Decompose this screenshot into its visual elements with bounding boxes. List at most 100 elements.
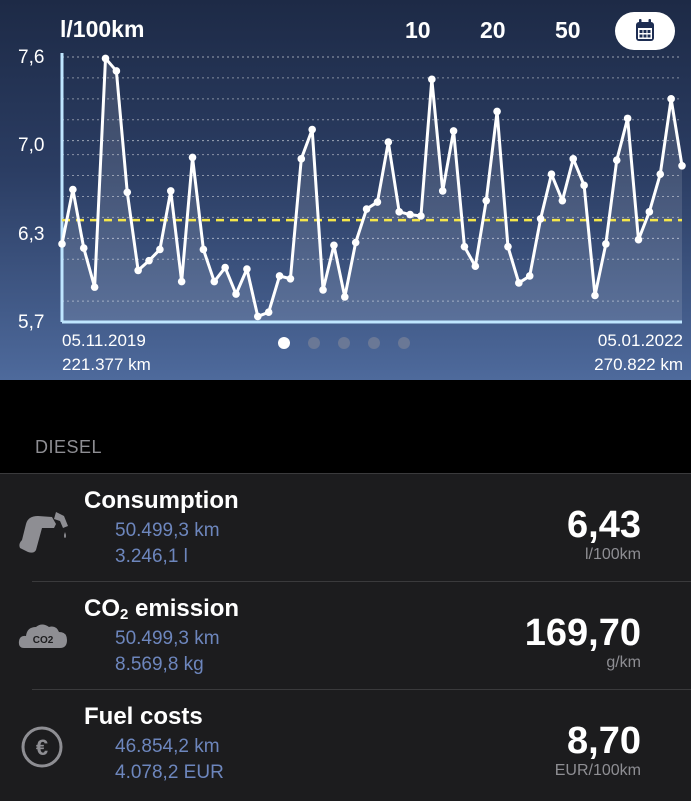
data-point (243, 265, 251, 273)
data-point (558, 196, 567, 205)
data-point (678, 161, 686, 170)
fuel-pump-icon (19, 512, 68, 553)
data-point (515, 279, 523, 287)
co2-title-main: CO (84, 595, 120, 622)
data-point (362, 205, 371, 213)
data-point (199, 245, 208, 254)
data-point (667, 95, 675, 103)
co2-title-rest: emission (128, 595, 240, 622)
co2-value: 169,70 (524, 612, 641, 654)
data-point (656, 170, 665, 178)
data-point (210, 277, 219, 286)
y-tick-label: 5,7 (18, 312, 45, 333)
data-point (188, 153, 197, 162)
fuel-costs-amount: 4.078,2 EUR (115, 762, 224, 783)
co2-unit: g/km (606, 654, 641, 671)
data-point (90, 283, 99, 291)
data-point (253, 312, 262, 321)
consumption-line-chart (58, 53, 686, 324)
fuel-costs-distance: 46.854,2 km (115, 736, 220, 757)
euro-icon: € (21, 726, 63, 768)
data-point (504, 242, 512, 251)
consumption-title: Consumption (84, 487, 239, 514)
data-point (232, 290, 240, 298)
co2-distance: 50.499,3 km (115, 628, 220, 649)
data-point (471, 262, 480, 271)
data-point (275, 272, 284, 280)
data-point (623, 114, 632, 123)
fuel-costs-title: Fuel costs (84, 703, 203, 730)
row-divider (32, 581, 691, 582)
data-point (79, 244, 88, 252)
data-point (438, 187, 447, 195)
data-point (166, 187, 175, 195)
page-dot[interactable] (398, 337, 410, 349)
series-line (60, 56, 684, 318)
end-date-label: 05.01.2022 (597, 331, 683, 350)
data-point (384, 138, 393, 146)
data-point (460, 242, 469, 251)
data-point (156, 245, 164, 254)
data-point (112, 67, 121, 75)
data-point (395, 208, 403, 216)
range-20-button[interactable]: 20 (480, 17, 506, 43)
data-point (330, 241, 338, 250)
fuel-costs-value: 8,70 (567, 720, 641, 762)
y-tick-label: 7,6 (18, 47, 45, 68)
start-km-label: 221.377 km (62, 355, 151, 374)
calendar-icon (636, 19, 654, 41)
page-dot[interactable] (338, 337, 350, 349)
consumption-volume: 3.246,1 l (115, 546, 188, 567)
data-point (145, 256, 153, 265)
end-km-label: 270.822 km (594, 355, 683, 374)
start-date-label: 05.11.2019 (62, 331, 146, 350)
data-point (428, 75, 436, 84)
data-point (569, 155, 578, 163)
co2-title: CO2 emission (84, 595, 239, 623)
data-point (406, 210, 414, 219)
range-50-button[interactable]: 50 (555, 17, 581, 43)
data-point (297, 155, 306, 163)
co2-mass: 8.569,8 kg (115, 654, 204, 675)
section-header-diesel: DIESEL (35, 437, 103, 457)
data-point (602, 240, 610, 248)
data-point (449, 127, 458, 135)
data-point (134, 266, 142, 275)
co2-cloud-icon: CO2 (18, 624, 67, 648)
euro-icon-text: € (36, 735, 48, 760)
data-point (612, 156, 621, 165)
data-point (58, 240, 66, 248)
calendar-button[interactable] (615, 12, 675, 50)
data-point (101, 54, 110, 63)
data-point (286, 274, 295, 283)
page-dot[interactable] (368, 337, 380, 349)
data-point (634, 235, 643, 244)
data-point (351, 238, 360, 247)
data-point (373, 198, 382, 206)
data-point (493, 107, 501, 116)
data-point (308, 125, 316, 134)
data-point (341, 293, 349, 301)
data-point (221, 263, 229, 272)
data-point (645, 208, 654, 216)
data-point (536, 214, 545, 223)
consumption-row[interactable]: Consumption 50.499,3 km 3.246,1 l 6,43 l… (0, 474, 691, 582)
co2-title-subscript: 2 (120, 606, 129, 623)
row-divider (32, 689, 691, 690)
data-point (69, 185, 77, 194)
data-point (525, 272, 534, 280)
data-point (591, 291, 599, 300)
consumption-unit: l/100km (584, 546, 641, 563)
page-dot[interactable] (278, 337, 290, 349)
consumption-value: 6,43 (567, 504, 641, 546)
y-tick-label: 7,0 (18, 135, 45, 156)
series-area (62, 58, 682, 322)
range-10-button[interactable]: 10 (405, 17, 431, 43)
data-point (482, 196, 491, 205)
page-dot[interactable] (308, 337, 320, 349)
data-point (547, 170, 556, 178)
co2-emission-row[interactable]: CO2 CO2 emission 50.499,3 km 8.569,8 kg … (0, 582, 691, 690)
page-indicator (278, 337, 410, 349)
fuel-costs-row[interactable]: € Fuel costs 46.854,2 km 4.078,2 EUR 8,7… (0, 690, 691, 798)
consumption-distance: 50.499,3 km (115, 520, 220, 541)
